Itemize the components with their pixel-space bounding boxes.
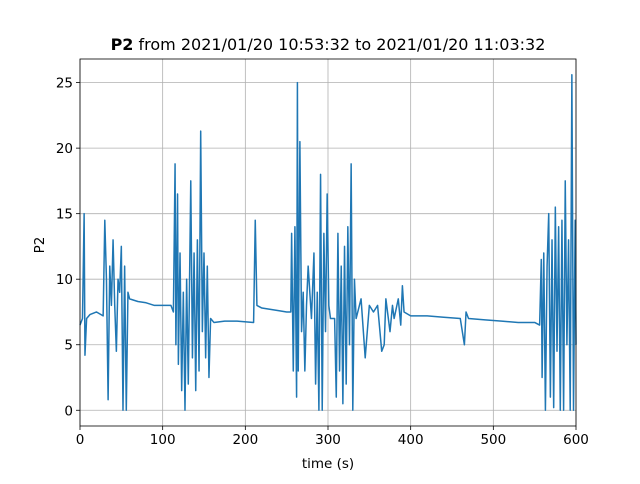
x-axis-label: time (s) <box>302 456 354 472</box>
x-tick-label: 400 <box>398 432 424 448</box>
x-tick-label: 600 <box>563 432 589 448</box>
title-text: from 2021/01/20 10:53:32 to 2021/01/20 1… <box>139 35 546 54</box>
data-line <box>79 73 577 412</box>
x-tick-label: 100 <box>150 432 176 448</box>
y-tick-label: 0 <box>64 403 73 419</box>
x-tick-label: 200 <box>232 432 258 448</box>
y-tick-label: 10 <box>56 272 73 288</box>
chart-title: P2 from 2021/01/20 10:53:32 to 2021/01/2… <box>111 35 546 54</box>
x-tick-label: 0 <box>76 432 85 448</box>
y-tick-label: 5 <box>64 338 73 354</box>
x-tick-label: 300 <box>315 432 341 448</box>
plot-frame <box>79 58 577 427</box>
x-tick-label: 500 <box>480 432 506 448</box>
y-tick-label: 15 <box>56 207 73 223</box>
title-bold: P2 <box>111 35 134 54</box>
y-tick-label: 20 <box>56 141 73 157</box>
y-tick-label: 25 <box>56 76 73 92</box>
y-axis-label: P2 <box>32 237 48 254</box>
